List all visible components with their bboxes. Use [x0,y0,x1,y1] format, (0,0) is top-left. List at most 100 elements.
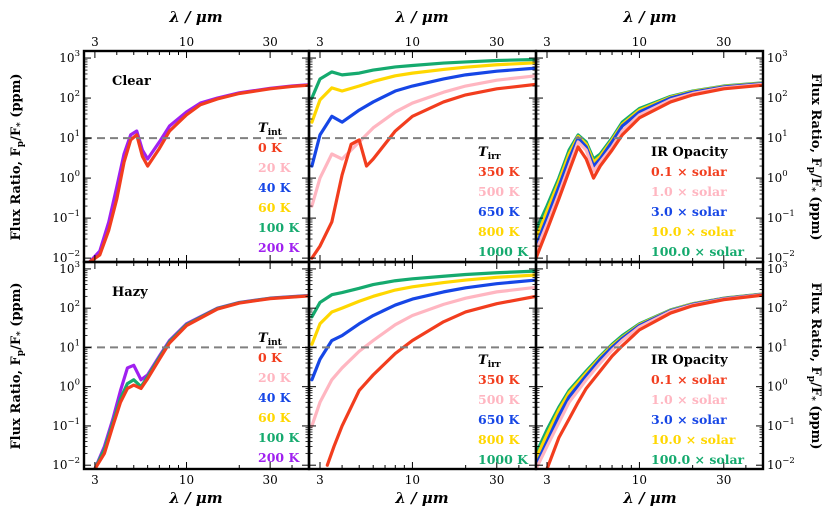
series-line [310,278,536,382]
legend-entry: 1.0 × solar [651,392,727,407]
legend-entry: 3.0 × solar [651,412,727,427]
y-tick-label: 101 [59,129,80,145]
legend-entry: 0 K [258,350,283,365]
series-group [536,292,763,469]
y-tick-label: 10−2 [52,456,80,472]
legend-entry: 350 K [478,372,520,387]
x-axis-title-top: λ / μm [622,8,676,26]
panel-top-middle: 3 10 30 Tirr 350 K 500 K 650 K 800 K 1000 K [307,35,538,264]
series-line [310,273,536,346]
legend-title: Tint [258,331,283,348]
series-group [93,293,309,469]
legend-entry: 1.0 × solar [651,184,727,199]
y-tick-label: 102 [767,299,788,315]
panel-bottom-right: 3 10 30 10−2 10−1 100 101 102 103 IR Opacity 0.1 ×… [534,260,795,487]
legend-title: IR Opacity [651,353,728,368]
legend: Tirr 350 K 500 K 650 K 800 K 1000 K [478,145,529,259]
legend-entry: 200 K [258,240,300,255]
series-line [310,66,536,168]
x-axis-title-top: λ / μm [168,8,222,26]
panel-top-right: 3 10 30 10−2 10−1 100 101 102 103 IR Opacity 0.1 ×… [534,35,795,265]
x-tick-label: 10 [632,473,647,487]
series-line [536,83,763,260]
legend-entry: 800 K [478,432,520,447]
y-axis-title-left-bottom: Flux Ratio, Fp/F* (ppm) [9,282,26,449]
legend-entry: 650 K [478,412,520,427]
legend: Tint 0 K 20 K 40 K 60 K 100 K 200 K [258,121,300,255]
series-group [310,269,536,467]
y-tick-label: 10−2 [767,249,795,265]
legend-entry: 100 K [258,220,300,235]
x-tick-label: 3 [543,473,551,487]
legend-title: IR Opacity [651,145,728,160]
panel-bottom-middle: 3 10 30 Tirr 350 K 500 K 650 K 800 K 1000 K [307,260,538,487]
legend-entry: 0.1 × solar [651,372,727,387]
legend-title: Tirr [478,353,501,370]
legend-entry: 10.0 × solar [651,432,736,447]
x-tick-label: 3 [316,35,324,49]
y-tick-label: 102 [767,89,788,105]
y-tick-label: 10−1 [52,417,80,433]
legend-entry: 500 K [478,392,520,407]
panel-label: Hazy [112,285,148,300]
x-axis-title-bottom: λ / μm [168,489,222,507]
panel-bottom-left: 3 10 30 10−2 10−1 100 101 102 103 Hazy Tint 0 K 20 K… [52,260,311,487]
series-line [310,74,536,208]
legend-title: Tirr [478,145,501,162]
series-line [93,294,309,469]
series-group [88,83,309,262]
legend-entry: 20 K [258,160,292,175]
legend: IR Opacity 0.1 × solar 1.0 × solar 3.0 × so… [651,145,745,259]
series-line [310,269,536,319]
legend-entry: 500 K [478,184,520,199]
y-axis-title-left-top: Flux Ratio, Fp/F* (ppm) [9,73,26,240]
legend-entry: 10.0 × solar [651,224,736,239]
y-tick-label: 101 [767,338,788,354]
y-tick-label: 100 [59,378,80,394]
panel-frame [534,260,765,471]
y-tick-label: 102 [59,89,80,105]
series-line [310,285,536,428]
y-tick-label: 10−1 [52,209,80,225]
legend-entry: 200 K [258,450,300,465]
x-tick-label: 10 [179,35,194,49]
y-tick-label: 103 [59,49,80,65]
x-tick-label: 30 [716,473,731,487]
series-line [545,293,763,469]
legend-entry: 100.0 × solar [651,452,745,467]
y-tick-label: 103 [767,49,788,65]
x-tick-label: 10 [179,473,194,487]
legend-entry: 40 K [258,180,292,195]
legend-title: Tint [258,121,283,138]
series-line [536,292,763,455]
y-tick-label: 100 [767,378,788,394]
series-line [325,294,536,467]
x-tick-label: 30 [716,35,731,49]
y-tick-label: 102 [59,299,80,315]
legend-entry: 3.0 × solar [651,204,727,219]
x-tick-label: 30 [262,473,277,487]
series-line [310,61,536,124]
y-tick-label: 10−1 [767,417,795,433]
y-tick-label: 103 [59,260,80,276]
legend-entry: 0.1 × solar [651,164,727,179]
legend-entry: 350 K [478,164,520,179]
series-line [88,83,309,262]
x-axis-title-bottom: λ / μm [622,489,676,507]
x-axis-title-top: λ / μm [394,8,448,26]
x-tick-label: 10 [405,35,420,49]
y-tick-label: 10−2 [52,249,80,265]
legend-entry: 20 K [258,370,292,385]
x-axis-title-bottom: λ / μm [394,489,448,507]
y-axis-title-right-bottom: Flux Ratio, Fp/F* (ppm) [806,282,823,449]
legend: IR Opacity 0.1 × solar 1.0 × solar 3.0 × so… [651,353,745,467]
x-tick-label: 10 [632,35,647,49]
legend-entry: 650 K [478,204,520,219]
x-tick-label: 30 [489,473,504,487]
series-line [310,57,536,100]
legend-entry: 100.0 × solar [651,244,745,259]
y-tick-label: 100 [59,169,80,185]
legend: Tirr 350 K 500 K 650 K 800 K 1000 K [478,353,529,467]
legend-entry: 1000 K [478,244,529,259]
legend: Tint 0 K 20 K 40 K 60 K 100 K 200 K [258,331,300,465]
